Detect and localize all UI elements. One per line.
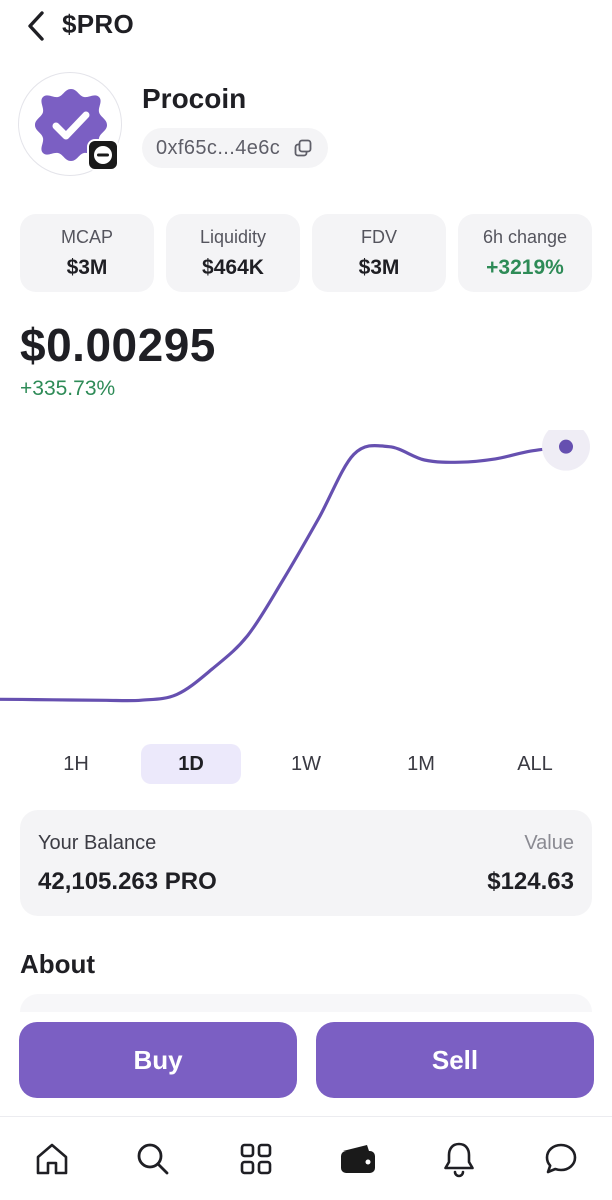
page-title: $PRO — [62, 9, 135, 39]
price-chart[interactable] — [0, 430, 612, 730]
timeframe-1m[interactable]: 1M — [407, 752, 435, 775]
current-price: $0.00295 — [20, 319, 216, 371]
price-change: +335.73% — [20, 377, 116, 400]
timeframe-1d[interactable]: 1D — [141, 744, 241, 784]
balance-amount: 42,105.263 PRO — [38, 868, 217, 895]
token-avatar — [18, 72, 122, 176]
about-card — [20, 994, 592, 1014]
sell-button[interactable]: Sell — [316, 1022, 594, 1098]
nav-notifications[interactable] — [437, 1137, 481, 1181]
nav-home[interactable] — [30, 1137, 74, 1181]
about-heading: About — [20, 949, 96, 979]
stat-mcap: MCAP $3M — [20, 214, 154, 292]
timeframe-all[interactable]: ALL — [517, 752, 553, 775]
balance-label: Your Balance — [38, 832, 157, 854]
nav-search[interactable] — [131, 1137, 175, 1181]
stat-value: $464K — [202, 256, 264, 279]
contract-address-copy[interactable]: 0xf65c...4e6c — [142, 128, 329, 168]
chat-icon — [545, 1143, 577, 1174]
price-line — [0, 443, 568, 703]
copy-icon[interactable] — [294, 139, 312, 157]
chevron-left-icon — [28, 11, 44, 41]
back-button[interactable] — [20, 8, 52, 44]
nav-chat[interactable] — [539, 1137, 583, 1181]
stat-label: Liquidity — [199, 227, 267, 247]
home-icon — [36, 1143, 68, 1175]
stat-value: $3M — [358, 256, 400, 279]
timeframe-1h[interactable]: 1H — [63, 752, 89, 775]
stat-value: +3219% — [486, 256, 564, 279]
buy-button[interactable]: Buy — [19, 1022, 297, 1098]
nav-wallet[interactable] — [336, 1137, 380, 1181]
search-icon — [137, 1143, 169, 1175]
wallet-icon — [341, 1145, 375, 1173]
stat-label: FDV — [361, 227, 397, 247]
current-price-point — [559, 439, 573, 454]
stat-label: 6h change — [482, 227, 568, 247]
stat-value: $3M — [66, 256, 108, 279]
apps-grid-icon — [240, 1143, 272, 1175]
value-label: Value — [524, 832, 574, 854]
bottom-nav — [0, 1116, 612, 1200]
action-bar: Buy Sell — [0, 1012, 612, 1112]
stat-6h-change: 6h change +3219% — [458, 214, 592, 292]
stat-liquidity: Liquidity $464K — [166, 214, 300, 292]
timeframe-1w[interactable]: 1W — [291, 752, 321, 775]
stat-label: MCAP — [60, 227, 113, 247]
token-name: Procoin — [142, 83, 247, 114]
balance-card: Your Balance 42,105.263 PRO Value $124.6… — [20, 810, 592, 916]
nav-apps[interactable] — [234, 1137, 278, 1181]
chain-badge-icon — [87, 139, 119, 171]
header: $PRO — [0, 0, 612, 52]
balance-value: $124.63 — [487, 868, 574, 895]
bell-icon — [444, 1142, 474, 1178]
stat-fdv: FDV $3M — [312, 214, 446, 292]
contract-address: 0xf65c...4e6c — [156, 136, 281, 159]
